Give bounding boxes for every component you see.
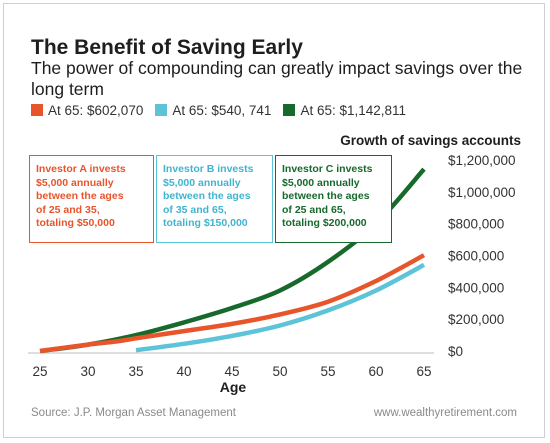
callout-b-line: $5,000 annually (163, 176, 241, 189)
y-tick-label: $0 (448, 344, 463, 359)
callout-a-line: between the ages (36, 190, 124, 202)
legend-label-b: At 65: $540, 741 (172, 102, 272, 118)
callout-investor-b: Investor B invests $5,000 annually betwe… (156, 155, 273, 243)
legend-swatch-a (31, 104, 43, 116)
legend-label-a: At 65: $602,070 (48, 102, 144, 118)
legend-swatch-c (283, 104, 296, 116)
x-tick-label: 45 (224, 364, 239, 379)
callout-a-line: of 25 and 35, (36, 203, 100, 216)
x-tick-label: 30 (80, 364, 95, 379)
callout-investor-a: Investor A invests $5,000 annually betwe… (29, 155, 154, 243)
source-note: Source: J.P. Morgan Asset Management (31, 407, 236, 419)
x-tick-label: 65 (416, 364, 431, 379)
x-tick-label: 40 (176, 364, 191, 379)
callout-c-line: of 25 and 65, (282, 203, 346, 216)
chart-frame (3, 3, 545, 438)
callout-a-line: Investor A invests (36, 163, 126, 175)
legend: At 65: $602,070 At 65: $540, 741 At 65: … (31, 102, 418, 118)
legend-item-a: At 65: $602,070 (31, 103, 143, 118)
callout-a-line: $5,000 annually (36, 176, 114, 189)
callout-c-line: Investor C invests (282, 163, 373, 175)
callout-b-line: between the ages (163, 190, 251, 202)
series-line-investor-b (135, 262, 426, 353)
x-tick-label: 50 (272, 364, 287, 379)
website-url: www.wealthyretirement.com (373, 407, 517, 419)
y-tick-label: $800,000 (448, 217, 504, 232)
x-tick-label: 25 (32, 364, 47, 379)
y-tick-label: $200,000 (448, 312, 504, 327)
x-tick-label: 60 (368, 364, 383, 379)
y-tick-label: $600,000 (448, 249, 504, 264)
chart-title: The Benefit of Saving Early (31, 36, 303, 59)
callout-b-line: of 35 and 65, (163, 203, 227, 216)
y-tick-label: $1,200,000 (448, 153, 516, 168)
callout-c-line: totaling $200,000 (282, 217, 367, 229)
y-tick-label: $1,000,000 (448, 185, 516, 200)
legend-item-c: At 65: $1,142,811 (283, 103, 406, 118)
callout-b-line: totaling $150,000 (163, 217, 248, 229)
callout-a-line: totaling $50,000 (36, 217, 115, 229)
legend-swatch-b (155, 104, 168, 116)
callout-investor-c: Investor C invests $5,000 annually betwe… (275, 155, 392, 243)
callout-c-line: between the ages (282, 190, 370, 202)
legend-label-c: At 65: $1,142,811 (300, 102, 407, 118)
plot-title: Growth of savings accounts (340, 133, 521, 148)
series-line-investor-a (39, 253, 426, 354)
x-axis-label: Age (219, 379, 247, 395)
callout-c-line: $5,000 annually (282, 176, 360, 189)
y-tick-label: $400,000 (448, 280, 504, 295)
legend-item-b: At 65: $540, 741 (155, 103, 271, 118)
x-tick-label: 35 (128, 364, 143, 379)
x-tick-label: 55 (320, 364, 335, 379)
callout-b-line: Investor B invests (163, 163, 254, 175)
chart-subtitle: The power of compounding can greatly imp… (31, 58, 523, 99)
